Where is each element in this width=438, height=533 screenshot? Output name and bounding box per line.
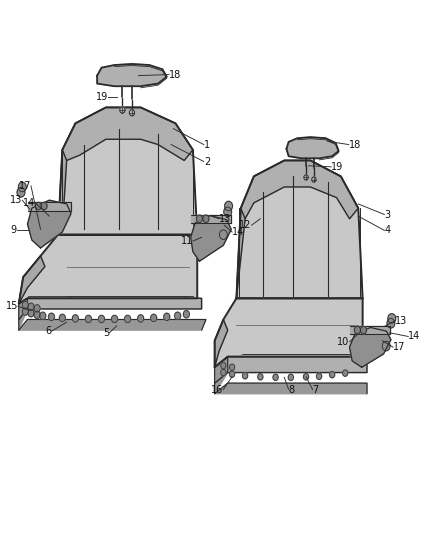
Circle shape — [230, 371, 235, 377]
Circle shape — [304, 374, 309, 380]
Polygon shape — [191, 216, 231, 261]
Polygon shape — [97, 64, 167, 86]
Text: 13: 13 — [219, 214, 231, 224]
Text: 2: 2 — [204, 157, 210, 166]
Text: 14: 14 — [23, 198, 35, 208]
Text: 19: 19 — [96, 92, 108, 102]
Polygon shape — [241, 160, 358, 219]
Circle shape — [224, 207, 232, 216]
Circle shape — [343, 370, 348, 376]
Circle shape — [317, 373, 322, 379]
Circle shape — [151, 314, 157, 321]
Polygon shape — [19, 298, 201, 319]
Polygon shape — [19, 319, 206, 330]
Circle shape — [34, 311, 40, 318]
Circle shape — [219, 230, 227, 239]
Circle shape — [40, 312, 46, 319]
Circle shape — [288, 374, 293, 381]
Circle shape — [225, 201, 233, 211]
Polygon shape — [62, 108, 193, 160]
Text: 10: 10 — [337, 337, 350, 347]
Circle shape — [221, 369, 226, 376]
Circle shape — [312, 177, 316, 182]
Circle shape — [34, 305, 40, 312]
Polygon shape — [237, 160, 363, 298]
Polygon shape — [350, 326, 390, 334]
Circle shape — [59, 314, 65, 321]
Circle shape — [388, 314, 396, 323]
Text: 3: 3 — [385, 209, 391, 220]
Text: 14: 14 — [232, 227, 244, 237]
Text: 5: 5 — [103, 328, 110, 338]
Circle shape — [304, 175, 308, 180]
Polygon shape — [58, 150, 67, 235]
Polygon shape — [191, 215, 231, 223]
Polygon shape — [215, 357, 228, 394]
Text: 12: 12 — [239, 220, 252, 230]
Text: 8: 8 — [289, 384, 295, 394]
Text: 13: 13 — [395, 316, 407, 326]
Circle shape — [35, 203, 42, 210]
Circle shape — [164, 313, 170, 320]
Circle shape — [22, 302, 28, 309]
Circle shape — [387, 318, 395, 328]
Text: 18: 18 — [169, 70, 181, 79]
Polygon shape — [237, 208, 245, 298]
Polygon shape — [19, 256, 45, 304]
Circle shape — [28, 303, 34, 311]
Text: 11: 11 — [180, 236, 193, 246]
Text: 13: 13 — [10, 195, 22, 205]
Text: 7: 7 — [313, 384, 319, 394]
Polygon shape — [28, 200, 71, 248]
Circle shape — [124, 316, 131, 322]
Polygon shape — [58, 108, 197, 235]
Circle shape — [360, 326, 367, 334]
Polygon shape — [19, 235, 197, 304]
Circle shape — [203, 215, 209, 222]
Polygon shape — [286, 137, 339, 158]
Circle shape — [230, 364, 235, 370]
Text: 19: 19 — [331, 162, 343, 172]
Circle shape — [18, 182, 26, 192]
Circle shape — [354, 326, 360, 334]
Text: 17: 17 — [18, 181, 31, 191]
Text: 1: 1 — [204, 140, 210, 150]
Circle shape — [28, 310, 34, 317]
Text: 6: 6 — [45, 326, 51, 336]
Circle shape — [72, 315, 78, 322]
Circle shape — [85, 316, 92, 322]
Circle shape — [129, 110, 134, 116]
Circle shape — [329, 372, 335, 378]
Circle shape — [221, 362, 226, 369]
Circle shape — [17, 188, 25, 197]
Polygon shape — [215, 357, 367, 383]
Circle shape — [243, 373, 248, 379]
Polygon shape — [215, 298, 363, 367]
Circle shape — [175, 312, 181, 319]
Text: 9: 9 — [11, 225, 17, 236]
Polygon shape — [350, 327, 391, 367]
Polygon shape — [28, 202, 71, 211]
Text: 17: 17 — [393, 342, 406, 352]
Polygon shape — [19, 298, 28, 330]
Circle shape — [273, 374, 278, 381]
Circle shape — [120, 107, 125, 114]
Circle shape — [196, 215, 202, 222]
Circle shape — [112, 316, 117, 322]
Circle shape — [41, 203, 47, 210]
Circle shape — [22, 308, 28, 316]
Polygon shape — [215, 383, 367, 394]
Text: 15: 15 — [6, 301, 18, 311]
Circle shape — [138, 315, 144, 322]
Circle shape — [99, 316, 105, 322]
Text: 18: 18 — [349, 140, 361, 150]
Circle shape — [382, 341, 390, 351]
Circle shape — [258, 374, 263, 380]
Text: 4: 4 — [385, 225, 391, 236]
Text: 14: 14 — [408, 332, 420, 342]
Circle shape — [184, 311, 189, 318]
Text: 16: 16 — [211, 384, 223, 394]
Circle shape — [48, 313, 54, 320]
Polygon shape — [215, 319, 228, 367]
